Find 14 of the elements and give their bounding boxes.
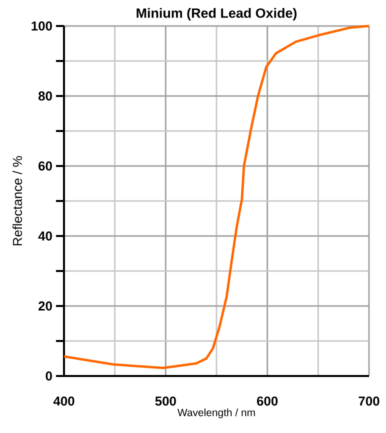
x-axis-title: Wavelength / nm (177, 408, 255, 418)
x-tick-label: 600 (257, 396, 278, 406)
y-tick-label: 0 (46, 371, 52, 381)
x-tick-label: 400 (53, 396, 74, 406)
y-tick-label: 80 (38, 91, 52, 101)
y-tick-label: 20 (38, 301, 52, 311)
line-series (62, 24, 370, 370)
y-tick-label: 100 (32, 21, 52, 31)
x-tick-label: 700 (358, 396, 380, 406)
y-tick-label: 60 (38, 161, 52, 171)
y-axis-title: Reflectance / % (12, 156, 22, 246)
y-tick-label: 40 (38, 231, 52, 241)
chart-title: Minium (Red Lead Oxide) (136, 8, 297, 20)
x-tick-label: 500 (155, 396, 176, 406)
